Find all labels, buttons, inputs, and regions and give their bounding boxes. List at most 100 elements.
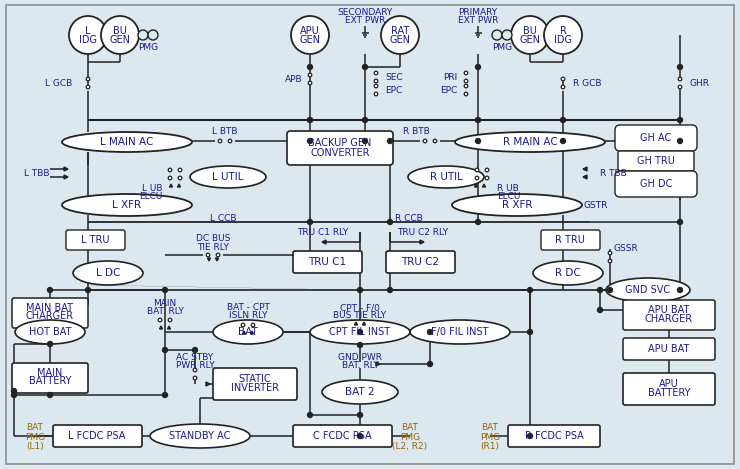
Text: BACKUP GEN: BACKUP GEN xyxy=(309,138,371,148)
Circle shape xyxy=(608,251,612,255)
Text: L UB: L UB xyxy=(143,183,163,192)
Polygon shape xyxy=(243,331,246,334)
Polygon shape xyxy=(583,175,587,179)
Text: L MAIN AC: L MAIN AC xyxy=(101,137,154,147)
Circle shape xyxy=(363,138,368,144)
Text: R UB: R UB xyxy=(497,183,519,192)
Text: APU BAT: APU BAT xyxy=(648,305,690,315)
Circle shape xyxy=(528,287,533,293)
Text: BAT: BAT xyxy=(482,424,499,432)
Circle shape xyxy=(363,118,368,122)
Circle shape xyxy=(357,342,363,348)
Polygon shape xyxy=(376,362,380,366)
Text: BAT. RLY: BAT. RLY xyxy=(147,307,184,316)
Text: BU: BU xyxy=(523,26,537,36)
Circle shape xyxy=(12,388,16,393)
FancyBboxPatch shape xyxy=(623,373,715,405)
Circle shape xyxy=(193,376,197,380)
Circle shape xyxy=(192,348,198,353)
Polygon shape xyxy=(167,326,170,329)
Text: L TBB: L TBB xyxy=(24,168,50,177)
Circle shape xyxy=(291,16,329,54)
Ellipse shape xyxy=(213,320,283,344)
Text: RAT: RAT xyxy=(391,26,409,36)
Circle shape xyxy=(476,219,480,225)
Text: R TBB: R TBB xyxy=(600,168,627,177)
Ellipse shape xyxy=(452,194,582,216)
Ellipse shape xyxy=(533,261,603,285)
Text: BAT 2: BAT 2 xyxy=(345,387,375,397)
FancyBboxPatch shape xyxy=(287,131,393,165)
Text: DC BUS: DC BUS xyxy=(196,234,230,242)
Text: R: R xyxy=(559,26,566,36)
Text: GEN: GEN xyxy=(389,35,411,45)
Ellipse shape xyxy=(190,166,266,188)
Circle shape xyxy=(528,330,533,334)
Ellipse shape xyxy=(410,320,510,344)
Text: R XFR: R XFR xyxy=(502,200,532,210)
Text: APU: APU xyxy=(300,26,320,36)
Text: GEN: GEN xyxy=(300,35,320,45)
Circle shape xyxy=(608,287,613,293)
Text: PMG: PMG xyxy=(480,432,500,441)
Text: AC STBY: AC STBY xyxy=(176,354,214,363)
Text: (R1): (R1) xyxy=(480,441,500,451)
Circle shape xyxy=(476,138,480,144)
Circle shape xyxy=(168,176,172,180)
Text: CPT FIL INST: CPT FIL INST xyxy=(329,327,391,337)
Text: SEC: SEC xyxy=(385,73,403,82)
FancyBboxPatch shape xyxy=(12,298,88,328)
Text: BAT: BAT xyxy=(238,327,258,337)
Text: R TRU: R TRU xyxy=(555,235,585,245)
Circle shape xyxy=(388,287,392,293)
Text: BATTERY: BATTERY xyxy=(29,376,71,386)
Circle shape xyxy=(251,323,255,327)
Text: ELCU: ELCU xyxy=(140,191,163,201)
Circle shape xyxy=(428,362,432,366)
Text: CPT - F/0: CPT - F/0 xyxy=(340,303,380,312)
Text: EPC: EPC xyxy=(440,85,457,94)
Text: (L1): (L1) xyxy=(26,441,44,451)
Circle shape xyxy=(308,118,312,122)
Text: R CCB: R CCB xyxy=(395,213,423,222)
Polygon shape xyxy=(178,184,181,187)
Circle shape xyxy=(357,413,363,417)
Text: GH TRU: GH TRU xyxy=(637,156,675,166)
Polygon shape xyxy=(207,258,210,261)
Circle shape xyxy=(86,287,90,293)
Text: INVERTER: INVERTER xyxy=(231,383,279,393)
Circle shape xyxy=(47,341,53,347)
Ellipse shape xyxy=(15,320,85,344)
Ellipse shape xyxy=(408,166,484,188)
Text: PMG: PMG xyxy=(492,43,512,52)
Polygon shape xyxy=(363,322,366,325)
Circle shape xyxy=(388,219,392,225)
Circle shape xyxy=(308,73,312,77)
Polygon shape xyxy=(322,240,326,244)
Text: GH DC: GH DC xyxy=(640,179,672,189)
Text: MAIN: MAIN xyxy=(153,298,177,308)
Circle shape xyxy=(163,287,167,293)
Circle shape xyxy=(464,71,468,75)
Circle shape xyxy=(464,84,468,88)
Ellipse shape xyxy=(310,320,410,344)
Circle shape xyxy=(308,138,312,144)
Circle shape xyxy=(561,85,565,89)
Ellipse shape xyxy=(322,380,398,404)
Text: APU: APU xyxy=(659,379,679,389)
Text: PMG: PMG xyxy=(138,43,158,52)
Text: L FCDC PSA: L FCDC PSA xyxy=(68,431,126,441)
Ellipse shape xyxy=(62,132,192,152)
Circle shape xyxy=(597,308,602,312)
Text: SECONDARY: SECONDARY xyxy=(337,8,393,16)
Circle shape xyxy=(374,71,378,75)
Text: L UTIL: L UTIL xyxy=(212,172,243,182)
Text: PMG: PMG xyxy=(25,432,45,441)
Text: STATIC: STATIC xyxy=(239,374,272,384)
Circle shape xyxy=(163,393,167,398)
Circle shape xyxy=(560,138,565,144)
Text: BAT - CPT: BAT - CPT xyxy=(226,303,269,312)
Circle shape xyxy=(86,85,90,89)
Text: EXT PWR: EXT PWR xyxy=(458,15,498,24)
Text: BU: BU xyxy=(113,26,127,36)
